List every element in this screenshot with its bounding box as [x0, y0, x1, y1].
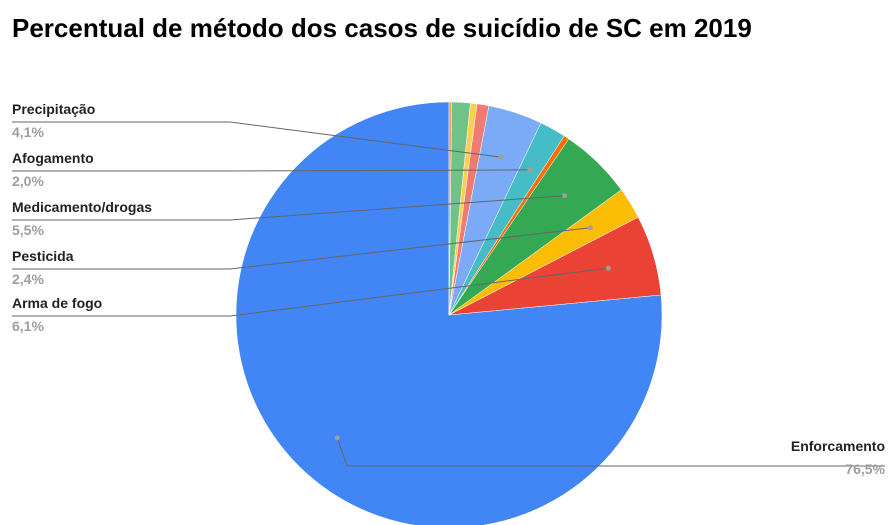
- label-name-pesticida: Pesticida: [12, 248, 74, 264]
- label-value-arma-de-fogo: 6,1%: [12, 318, 44, 334]
- leader-dot-pesticida: [587, 225, 593, 231]
- leader-line-precipitacao: [12, 121, 501, 158]
- label-name-arma-de-fogo: Arma de fogo: [12, 295, 102, 311]
- leader-line-pesticida: [12, 227, 591, 270]
- label-name-precipitacao: Precipitação: [12, 101, 95, 117]
- leader-dot-afogamento: [527, 167, 533, 173]
- leader-dot-precipitacao: [498, 154, 504, 160]
- label-value-medicamento-drogas: 5,5%: [12, 222, 44, 238]
- label-value-pesticida: 2,4%: [12, 271, 44, 287]
- leader-line-arma-de-fogo: [12, 267, 609, 317]
- label-name-afogamento: Afogamento: [12, 150, 94, 166]
- label-value-precipitacao: 4,1%: [12, 124, 44, 140]
- leader-dot-medicamento-drogas: [562, 193, 568, 199]
- label-value-afogamento: 2,0%: [12, 173, 44, 189]
- pie-labels: Enforcamento 76,5% Arma de fogo 6,1% Pestici…: [12, 101, 886, 477]
- leader-dot-enforcamento: [334, 435, 340, 441]
- label-value-enforcamento: 76,5%: [845, 461, 885, 477]
- chart-title: Percentual de método dos casos de suicíd…: [12, 13, 752, 43]
- pie-slice-unlabeled-10[interactable]: [448, 101, 452, 316]
- label-name-medicamento-drogas: Medicamento/drogas: [12, 199, 152, 215]
- pie-slices: [235, 101, 663, 525]
- label-name-enforcamento: Enforcamento: [791, 438, 885, 454]
- leader-dot-arma-de-fogo: [605, 265, 611, 271]
- leader-line-medicamento-drogas: [12, 195, 565, 221]
- leader-line-enforcamento: [336, 437, 885, 467]
- leader-line-afogamento: [12, 169, 530, 172]
